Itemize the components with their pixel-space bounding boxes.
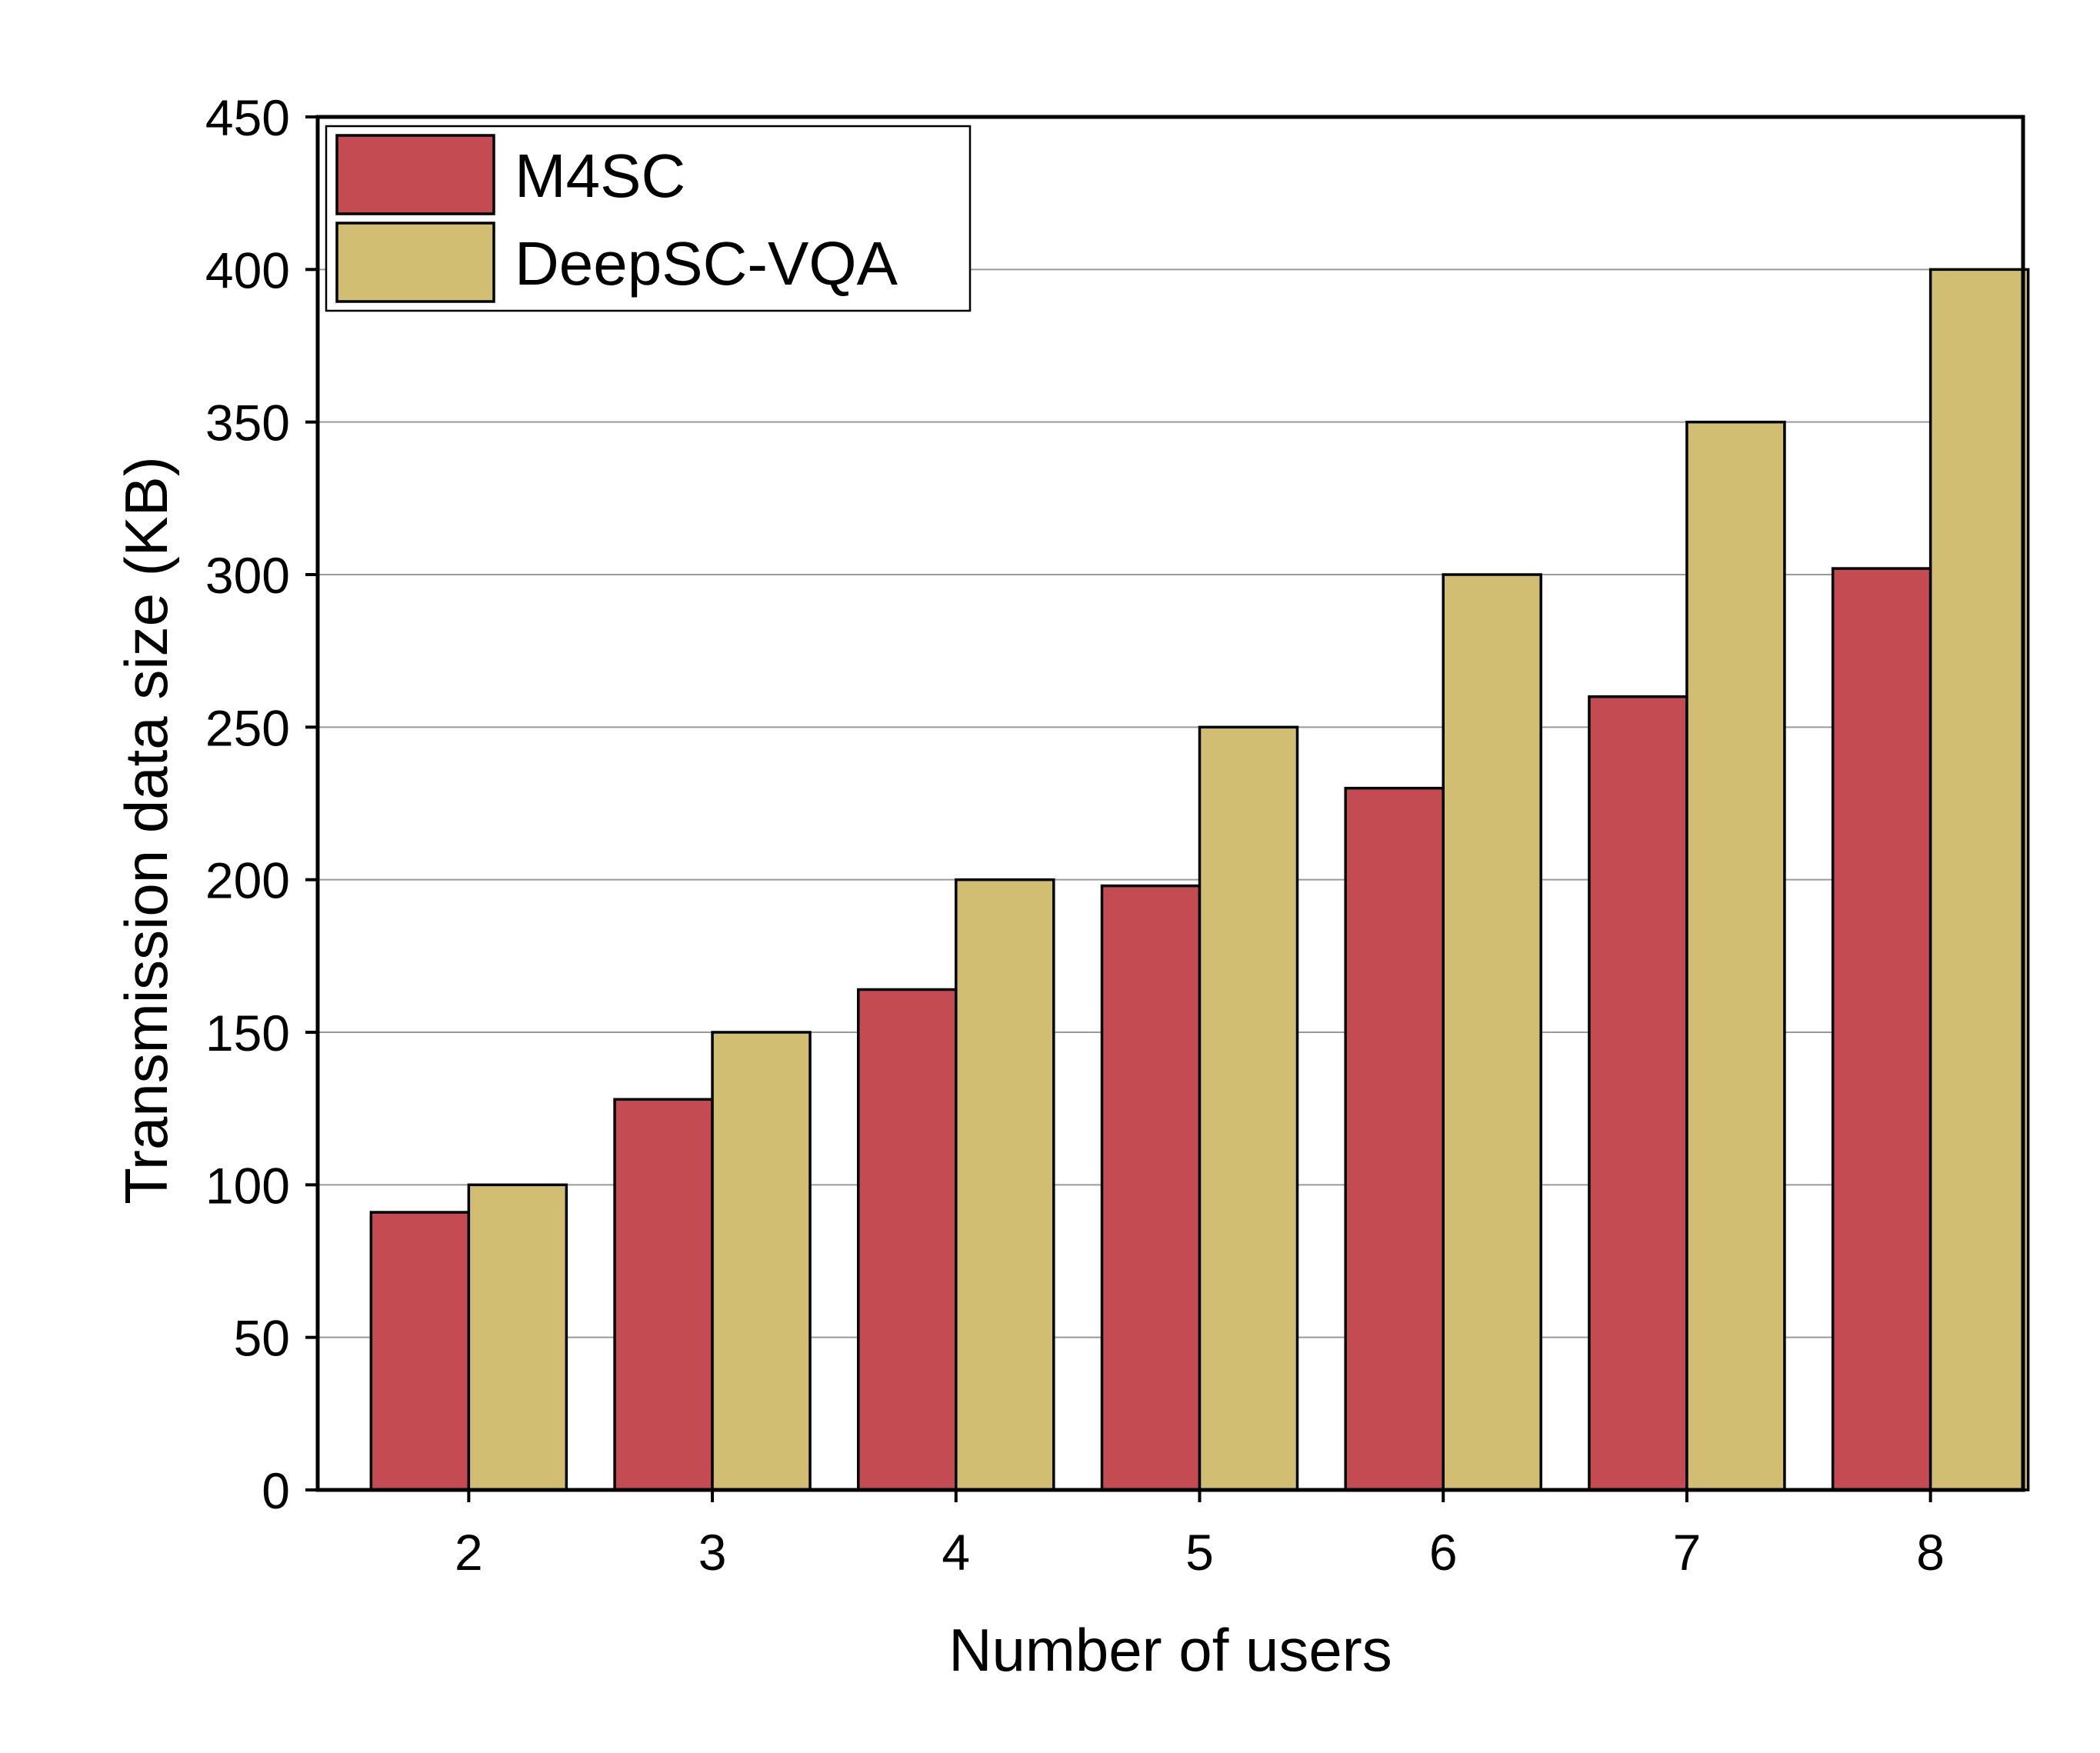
bar-m4sc-2 xyxy=(369,1211,471,1491)
x-tick-label: 6 xyxy=(1429,1524,1458,1581)
legend-label: M4SC xyxy=(515,142,685,210)
legend-swatch-deepsc-vqa xyxy=(335,222,495,303)
x-tick-label: 2 xyxy=(455,1524,483,1581)
bar-m4sc-3 xyxy=(613,1098,714,1491)
plot-area-frame xyxy=(315,115,2025,1492)
y-axis-ticks: 0 50 100 150 200 250 300 350 400 450 xyxy=(205,89,318,1519)
bar-deepsc-vqa-7 xyxy=(1685,420,1786,1491)
bar-deepsc-vqa-2 xyxy=(467,1183,568,1491)
y-tick-label: 250 xyxy=(205,699,290,756)
bar-deepsc-vqa-6 xyxy=(1442,573,1542,1491)
x-axis-ticks: 2 3 4 5 6 7 8 xyxy=(455,1490,1945,1581)
x-tick-label: 8 xyxy=(1916,1524,1945,1581)
bars xyxy=(369,268,2030,1491)
bar-m4sc-6 xyxy=(1344,786,1445,1491)
y-tick-label: 350 xyxy=(205,395,290,452)
x-tick-label: 7 xyxy=(1673,1524,1702,1581)
bar-m4sc-5 xyxy=(1100,884,1202,1491)
y-tick-label: 0 xyxy=(262,1462,290,1519)
bar-deepsc-vqa-8 xyxy=(1928,268,2030,1491)
bar-m4sc-4 xyxy=(857,988,958,1491)
bar-deepsc-vqa-5 xyxy=(1198,725,1299,1491)
y-tick-label: 400 xyxy=(205,242,290,298)
x-axis-label: Number of users xyxy=(948,1616,1392,1684)
x-tick-label: 4 xyxy=(942,1524,970,1581)
bar-deepsc-vqa-4 xyxy=(955,878,1055,1491)
y-tick-label: 450 xyxy=(205,89,290,146)
bar-m4sc-7 xyxy=(1588,695,1688,1491)
legend-swatch-m4sc xyxy=(335,134,495,215)
x-tick-label: 3 xyxy=(698,1524,727,1581)
y-tick-label: 200 xyxy=(205,852,290,909)
bar-m4sc-8 xyxy=(1831,567,1932,1491)
legend-label: DeepSC-VQA xyxy=(515,229,898,298)
y-tick-label: 50 xyxy=(234,1310,290,1367)
x-tick-label: 5 xyxy=(1185,1524,1214,1581)
y-tick-label: 150 xyxy=(205,1005,290,1061)
bar-deepsc-vqa-3 xyxy=(711,1031,812,1491)
y-tick-label: 300 xyxy=(205,547,290,604)
y-axis-label: Transmission data size (KB) xyxy=(112,456,180,1204)
legend: M4SC DeepSC-VQA xyxy=(325,125,972,312)
y-tick-label: 100 xyxy=(205,1157,290,1214)
